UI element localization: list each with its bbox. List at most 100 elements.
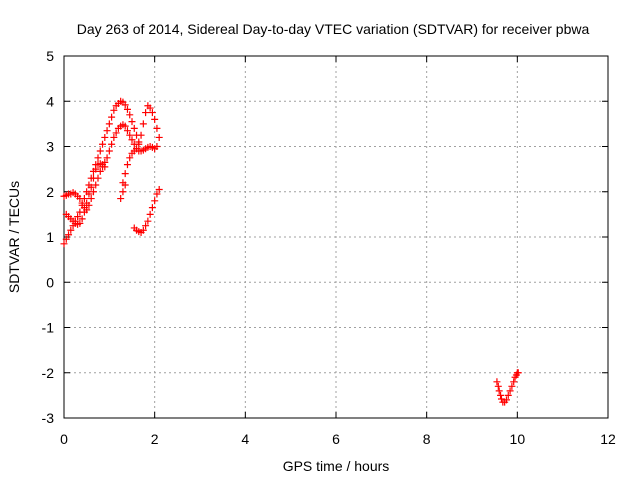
data-point [87, 195, 95, 203]
data-point [151, 115, 159, 123]
y-tick-label: 2 [46, 184, 54, 200]
data-point [137, 131, 145, 139]
data-point [96, 147, 104, 155]
data-point [133, 145, 141, 153]
data-point [144, 217, 152, 225]
data-point [101, 133, 109, 141]
y-tick-label: -2 [42, 365, 55, 381]
data-point [108, 113, 116, 121]
data-point [514, 369, 522, 377]
data-point [67, 226, 75, 234]
data-point [146, 104, 154, 112]
y-tick-label: -3 [42, 410, 55, 426]
data-point [126, 111, 134, 119]
x-tick-label: 0 [60, 431, 68, 447]
data-point [504, 391, 512, 399]
data-point [155, 133, 163, 141]
data-point [506, 387, 514, 395]
data-point [74, 213, 82, 221]
data-point [83, 199, 91, 207]
data-point [153, 190, 161, 198]
data-point [128, 136, 136, 144]
y-tick-label: -1 [42, 320, 55, 336]
data-point [92, 181, 100, 189]
data-point [126, 154, 134, 162]
data-point [65, 231, 73, 239]
data-point [119, 188, 127, 196]
x-tick-label: 12 [600, 431, 616, 447]
axis-ticks [63, 55, 609, 419]
x-tick-labels: 0 2 4 6 8 10 12 [60, 431, 616, 447]
data-point [135, 140, 143, 148]
data-point [105, 120, 113, 128]
data-point [123, 161, 131, 169]
y-tick-label: 0 [46, 274, 54, 290]
data-point [60, 240, 68, 248]
data-point [110, 106, 118, 114]
x-axis-label: GPS time / hours [283, 458, 390, 474]
data-point [87, 183, 95, 191]
data-point [103, 154, 111, 162]
data-point [76, 219, 84, 227]
data-point [121, 181, 129, 189]
data-point [502, 396, 510, 404]
x-tick-label: 4 [241, 431, 249, 447]
data-point [139, 226, 147, 234]
x-tick-label: 6 [332, 431, 340, 447]
data-point [142, 109, 150, 117]
data-point [123, 127, 131, 135]
data-point [126, 131, 134, 139]
data-point [108, 140, 116, 148]
data-point [78, 215, 86, 223]
data-point [153, 143, 161, 150]
x-tick-label: 8 [423, 431, 431, 447]
data-point [103, 127, 111, 135]
data-point [92, 165, 100, 173]
data-point [121, 122, 129, 130]
data-point [121, 170, 129, 178]
data-point [62, 235, 70, 243]
data-point [148, 109, 156, 117]
data-point [80, 208, 88, 216]
data-point [130, 124, 138, 132]
y-tick-label: 3 [46, 139, 54, 155]
y-tick-label: 4 [46, 93, 54, 109]
data-point [85, 190, 93, 198]
y-tick-label: 1 [46, 229, 54, 245]
data-point [155, 185, 163, 193]
data-point [139, 120, 147, 128]
data-point [96, 167, 104, 175]
data-point [493, 378, 501, 386]
data-point [123, 105, 131, 113]
data-point [151, 197, 159, 205]
data-point [101, 163, 109, 171]
data-point [497, 395, 505, 403]
data-point [510, 378, 518, 386]
data-point [117, 195, 125, 203]
data-point [112, 129, 120, 137]
data-point [121, 101, 129, 109]
y-axis-label: SDTVAR / TECUs [6, 181, 22, 293]
data-point [508, 382, 516, 390]
data-point [89, 174, 97, 182]
data-point [497, 391, 505, 399]
data-point [105, 147, 113, 155]
chart-title: Day 263 of 2014, Sidereal Day-to-day VTE… [77, 21, 590, 37]
data-points [60, 97, 522, 406]
data-point [142, 222, 150, 230]
data-point [148, 204, 156, 212]
y-tick-label: 5 [46, 48, 54, 64]
data-point [494, 382, 502, 390]
data-point [495, 387, 503, 395]
data-point [128, 118, 136, 126]
data-point [110, 133, 118, 141]
data-point [76, 195, 84, 203]
data-point [89, 188, 97, 196]
data-point [153, 124, 161, 132]
data-point [99, 140, 107, 148]
y-tick-labels: -3 -2 -1 0 1 2 3 4 5 [42, 48, 55, 426]
data-point [94, 154, 102, 162]
data-point [146, 210, 154, 218]
x-tick-label: 2 [151, 431, 159, 447]
